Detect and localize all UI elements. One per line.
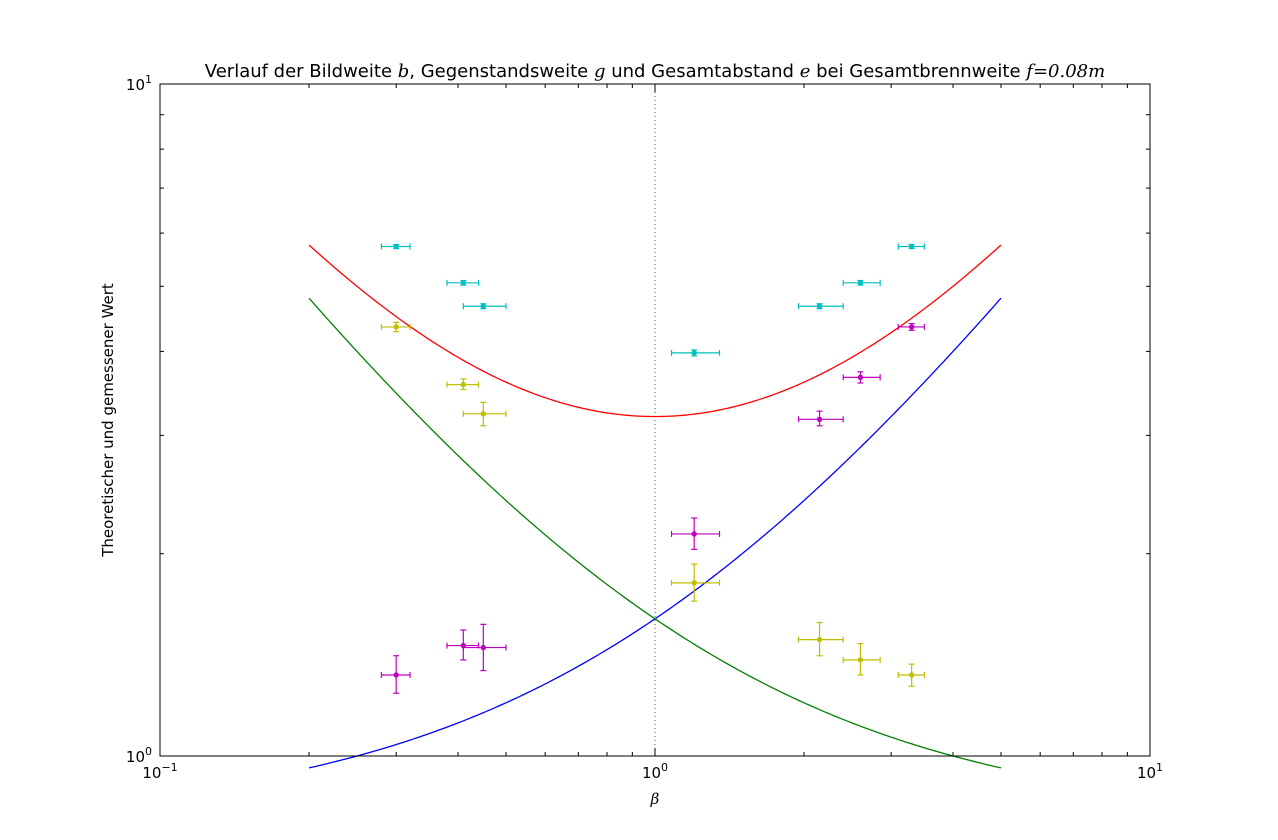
marker	[857, 374, 864, 381]
data-point	[842, 642, 881, 676]
data-point	[797, 410, 844, 427]
y-tick-label: 100	[126, 745, 152, 766]
y-tick-label: 101	[126, 73, 152, 94]
plot-content	[308, 84, 1002, 769]
data-point	[462, 401, 507, 427]
data-point	[446, 378, 480, 391]
marker	[908, 672, 915, 678]
marker	[480, 411, 487, 417]
data-point	[897, 322, 925, 331]
marker	[691, 531, 697, 537]
marker	[816, 416, 823, 422]
curve-g	[308, 297, 1002, 769]
marker	[480, 303, 487, 309]
marker	[460, 381, 467, 388]
data-point	[797, 303, 844, 310]
chart-title: Verlauf der Bildweite b, Gegenstandsweit…	[205, 61, 1105, 82]
marker	[857, 280, 864, 286]
x-axis-label: β	[650, 790, 660, 808]
marker	[393, 243, 399, 250]
data-point	[380, 321, 411, 333]
data-point	[897, 663, 925, 687]
curve-e	[308, 244, 1002, 418]
y-axis-label: Theoretischer und gemessener Wert	[99, 283, 117, 558]
data-point	[670, 349, 721, 357]
x-tick-label: 10−1	[142, 761, 177, 782]
data-point	[670, 563, 721, 602]
marker	[857, 657, 864, 663]
marker	[908, 324, 915, 330]
marker	[393, 324, 399, 330]
marker	[480, 644, 487, 651]
data-point	[670, 517, 721, 550]
marker	[691, 350, 697, 356]
marker	[908, 243, 915, 250]
data-point	[462, 623, 507, 672]
marker	[816, 636, 823, 643]
data-point	[842, 279, 881, 286]
x-tick-label: 100	[642, 761, 668, 782]
data-point	[380, 655, 411, 694]
marker	[691, 580, 697, 586]
x-tick-label: 101	[1137, 761, 1163, 782]
data-point	[380, 243, 411, 250]
data-point	[897, 243, 925, 250]
data-point	[446, 279, 480, 286]
data-point	[462, 303, 507, 310]
marker	[816, 303, 823, 309]
marker	[460, 280, 467, 286]
data-point	[842, 371, 881, 384]
marker	[393, 672, 399, 678]
data-point	[797, 621, 844, 657]
